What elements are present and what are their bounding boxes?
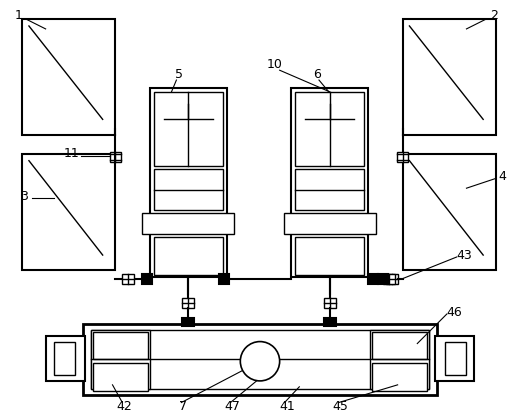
Bar (402, 19, 496, 135)
Text: 10: 10 (267, 58, 283, 71)
Bar (182, 298, 194, 308)
Text: 11: 11 (63, 147, 79, 160)
Bar (368, 274, 378, 283)
Text: 45: 45 (333, 400, 349, 413)
Text: 2: 2 (490, 9, 498, 22)
Bar (372, 332, 427, 359)
Bar (93, 363, 148, 391)
Bar (46, 336, 85, 381)
Bar (383, 274, 395, 283)
Bar (445, 342, 466, 375)
Bar (154, 237, 223, 275)
Bar (295, 237, 364, 275)
Text: 5: 5 (176, 68, 183, 81)
Bar (150, 88, 226, 277)
Bar (292, 88, 368, 277)
Bar (219, 274, 228, 283)
Bar (295, 168, 364, 210)
Bar (402, 154, 496, 270)
Text: 46: 46 (447, 305, 463, 319)
Bar (283, 213, 376, 234)
Bar (109, 152, 121, 162)
Bar (83, 324, 437, 395)
Bar (122, 274, 134, 283)
Text: 7: 7 (179, 400, 188, 413)
Bar (142, 274, 152, 283)
Text: 4: 4 (498, 170, 506, 183)
Bar (22, 19, 116, 135)
Text: 41: 41 (280, 400, 295, 413)
Bar (91, 330, 429, 389)
Text: 47: 47 (224, 400, 240, 413)
Bar (372, 363, 427, 391)
Text: 6: 6 (313, 68, 321, 81)
Text: 42: 42 (117, 400, 132, 413)
Text: 3: 3 (20, 190, 28, 203)
Bar (93, 332, 148, 359)
Bar (53, 342, 75, 375)
Bar (91, 330, 150, 389)
Bar (378, 274, 388, 283)
Bar (182, 318, 194, 326)
Bar (435, 336, 474, 381)
Bar (324, 318, 336, 326)
Bar (295, 92, 364, 166)
Bar (324, 298, 336, 308)
Bar (397, 152, 409, 162)
Bar (370, 330, 429, 389)
Circle shape (240, 342, 280, 381)
Bar (154, 92, 223, 166)
Bar (142, 213, 235, 234)
Bar (386, 274, 398, 283)
Text: 1: 1 (15, 9, 23, 22)
Text: 43: 43 (456, 249, 472, 261)
Bar (154, 168, 223, 210)
Bar (22, 154, 116, 270)
